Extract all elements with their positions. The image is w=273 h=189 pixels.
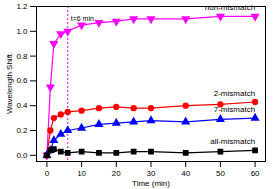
svg-text:t=6 min: t=6 min xyxy=(71,15,94,22)
svg-text:1.2: 1.2 xyxy=(16,2,28,11)
svg-text:0.0: 0.0 xyxy=(16,151,28,160)
svg-text:Wavelength Shift: Wavelength Shift xyxy=(5,53,14,114)
svg-text:7-mismatch: 7-mismatch xyxy=(214,105,255,114)
svg-text:50: 50 xyxy=(216,169,225,178)
svg-text:40: 40 xyxy=(181,169,190,178)
svg-text:20: 20 xyxy=(112,169,121,178)
svg-text:Time (min): Time (min) xyxy=(132,179,170,188)
svg-text:0.4: 0.4 xyxy=(16,101,28,110)
svg-text:non-mismatch: non-mismatch xyxy=(205,3,255,12)
svg-text:1.0: 1.0 xyxy=(16,27,28,36)
svg-text:60: 60 xyxy=(251,169,260,178)
svg-text:0.6: 0.6 xyxy=(16,76,28,85)
svg-text:2-mismatch: 2-mismatch xyxy=(214,89,255,98)
svg-text:all-mismatch: all-mismatch xyxy=(210,137,255,146)
svg-text:0.2: 0.2 xyxy=(16,126,28,135)
svg-text:30: 30 xyxy=(147,169,156,178)
svg-text:10: 10 xyxy=(77,169,86,178)
svg-text:0: 0 xyxy=(45,169,50,178)
svg-text:0.8: 0.8 xyxy=(16,52,28,61)
